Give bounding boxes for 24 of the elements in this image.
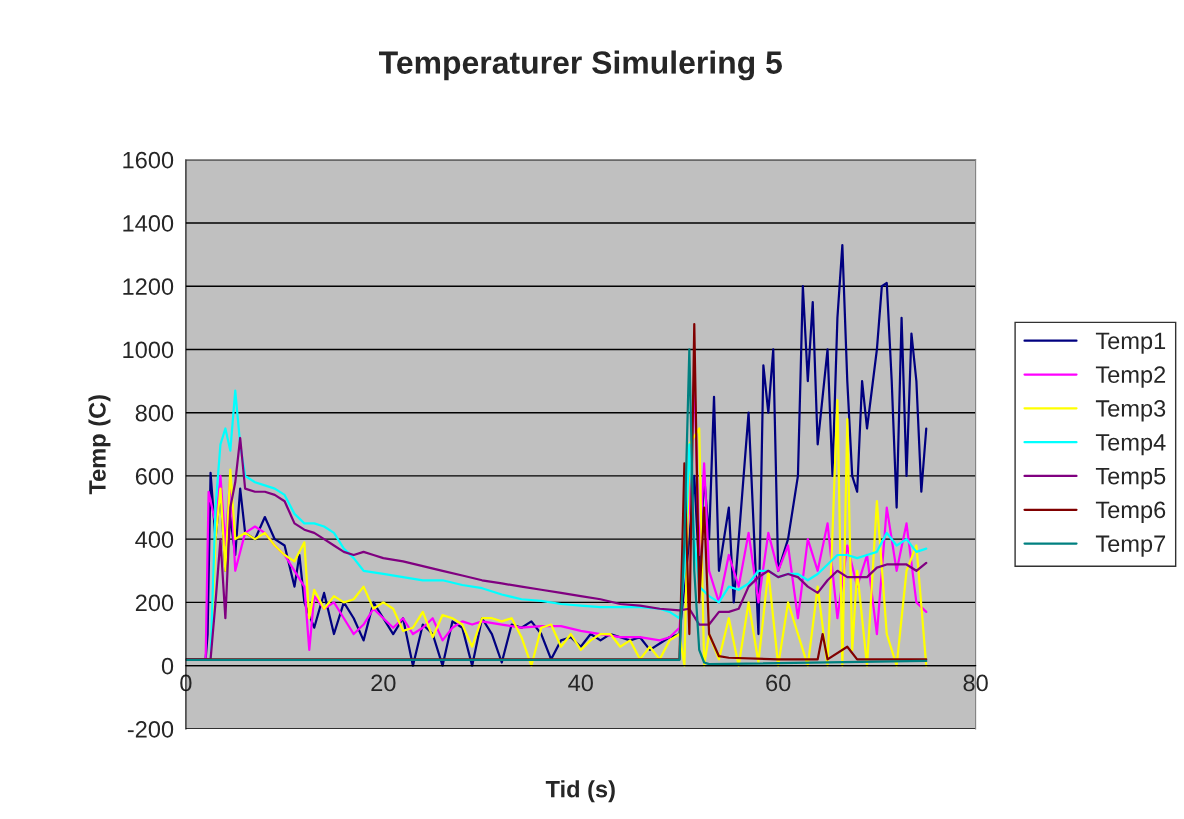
legend-label: Temp2 (1095, 366, 1166, 388)
y-tick-label: 600 (135, 468, 174, 485)
y-tick-label: 1200 (123, 278, 174, 295)
y-axis-title: Temp (C) (88, 395, 111, 495)
x-tick-label: 80 (963, 674, 988, 692)
x-tick-label: 20 (371, 674, 396, 692)
y-tick-label: 400 (135, 531, 174, 548)
chart-title: Temperaturer Simulering 5 (379, 50, 782, 81)
legend-label: Temp7 (1095, 535, 1166, 557)
x-tick-label: 40 (568, 674, 593, 692)
legend-label: Temp3 (1095, 400, 1166, 422)
legend-label: Temp6 (1095, 501, 1166, 523)
y-tick-label: 0 (161, 657, 174, 675)
y-tick-label: 800 (135, 404, 174, 422)
y-tick-label: -200 (127, 720, 174, 738)
y-tick-label: 200 (135, 594, 174, 612)
y-tick-label: 1000 (123, 341, 174, 359)
legend-label: Temp1 (1095, 332, 1166, 354)
y-tick-label: 1600 (123, 151, 174, 169)
legend-label: Temp4 (1095, 434, 1166, 456)
x-axis-title: Tid (s) (545, 780, 615, 803)
legend-label: Temp5 (1095, 467, 1166, 490)
y-tick-label: 1400 (123, 215, 174, 232)
x-tick-label: 60 (766, 674, 791, 692)
